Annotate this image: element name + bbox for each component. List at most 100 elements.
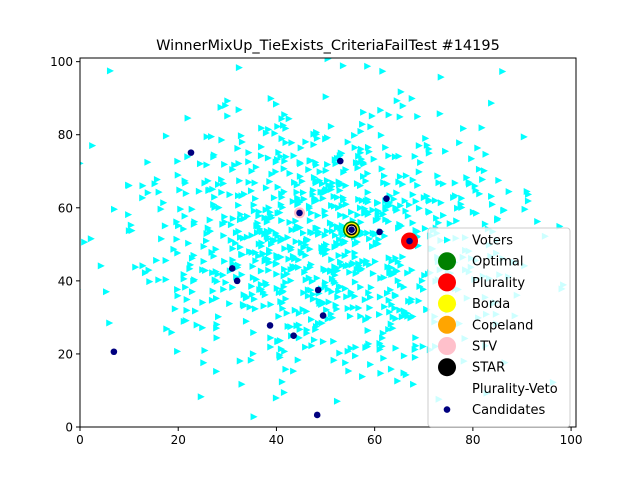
voter-marker — [258, 143, 266, 151]
candidate-marker — [314, 286, 322, 294]
voter-marker — [342, 182, 350, 190]
voter-marker — [355, 195, 363, 203]
voter-marker — [330, 202, 338, 210]
voter-marker — [267, 343, 275, 351]
voter-marker — [155, 276, 163, 284]
voter-marker — [377, 369, 385, 377]
voter-marker — [214, 181, 222, 189]
voter-marker — [306, 217, 314, 225]
voter-marker — [211, 193, 219, 201]
voter-marker — [212, 245, 220, 253]
voter-marker — [265, 266, 273, 274]
voter-marker — [313, 274, 321, 282]
voter-marker — [434, 172, 442, 180]
voter-marker — [396, 173, 404, 181]
voter-marker — [224, 112, 232, 120]
voter-marker — [365, 148, 373, 156]
voter-marker — [200, 257, 208, 265]
voter-marker — [415, 204, 423, 212]
voter-marker — [211, 203, 219, 211]
voter-marker — [321, 282, 329, 290]
voter-marker — [414, 181, 422, 189]
voter-marker — [406, 201, 414, 209]
voter-marker — [364, 196, 372, 204]
voter-marker — [248, 248, 256, 256]
voter-marker — [281, 111, 289, 119]
voter-marker — [391, 304, 399, 312]
candidate-marker — [266, 322, 274, 329]
voter-marker — [341, 252, 349, 260]
voter-marker — [170, 245, 178, 253]
voter-marker — [277, 201, 285, 209]
voter-marker — [351, 240, 359, 248]
voter-marker — [161, 222, 169, 230]
voter-marker — [303, 235, 311, 243]
voter-marker — [238, 250, 246, 258]
voter-marker — [397, 261, 405, 269]
voter-marker — [366, 235, 374, 243]
voter-marker — [381, 303, 389, 311]
voter-marker — [329, 221, 337, 229]
voter-marker — [249, 262, 257, 270]
voter-marker — [318, 319, 326, 327]
voter-marker — [262, 129, 270, 137]
voter-marker — [222, 278, 230, 286]
voter-marker — [280, 389, 288, 397]
voter-marker — [426, 208, 434, 216]
voter-marker — [400, 369, 408, 377]
voter-marker — [357, 283, 365, 291]
plot-frame — [79, 57, 577, 428]
voter-marker — [344, 248, 352, 256]
voter-marker — [356, 266, 364, 274]
voter-marker — [162, 132, 170, 140]
voter-marker — [286, 169, 294, 177]
voter-marker — [238, 192, 246, 200]
voter-marker — [382, 143, 390, 151]
voter-marker — [414, 112, 422, 120]
voter-marker — [334, 267, 342, 275]
voter-marker — [337, 283, 345, 291]
voter-marker — [524, 197, 532, 205]
voter-marker — [369, 206, 377, 214]
voter-marker — [351, 249, 359, 257]
voter-marker — [283, 309, 291, 317]
voter-marker — [407, 314, 415, 322]
voter-marker — [312, 158, 320, 166]
voter-marker — [325, 181, 333, 189]
voter-marker — [139, 182, 147, 190]
voter-marker — [282, 139, 290, 147]
voter-marker — [364, 188, 372, 196]
voter-marker — [267, 300, 275, 308]
legend-label-optimal: Optimal — [472, 255, 523, 270]
voter-marker — [488, 200, 496, 208]
voter-marker — [421, 225, 429, 233]
voter-marker — [387, 320, 395, 328]
voter-marker — [419, 285, 427, 293]
voter-marker — [260, 302, 268, 310]
voter-marker — [187, 261, 195, 269]
voter-marker — [309, 186, 317, 194]
voter-marker — [151, 180, 159, 188]
legend-marker-stv — [438, 337, 456, 355]
voter-marker — [275, 148, 283, 156]
voter-marker — [287, 277, 295, 285]
voter-marker — [277, 298, 285, 306]
voter-marker — [469, 208, 477, 216]
voter-marker — [450, 194, 458, 202]
voter-marker — [302, 276, 310, 284]
voter-marker — [175, 222, 183, 230]
voter-marker — [359, 373, 367, 381]
voter-marker — [376, 310, 384, 318]
voter-marker — [435, 179, 443, 187]
voter-marker — [203, 237, 211, 245]
voter-marker — [463, 174, 471, 182]
voter-marker — [380, 179, 388, 187]
voter-marker — [278, 190, 286, 198]
voter-marker — [354, 211, 362, 219]
voter-marker — [106, 67, 114, 75]
voter-marker — [399, 180, 407, 188]
voter-marker — [249, 274, 257, 282]
voter-marker — [478, 124, 486, 132]
y-tick-label: 80 — [58, 128, 73, 142]
voter-marker — [81, 238, 89, 246]
